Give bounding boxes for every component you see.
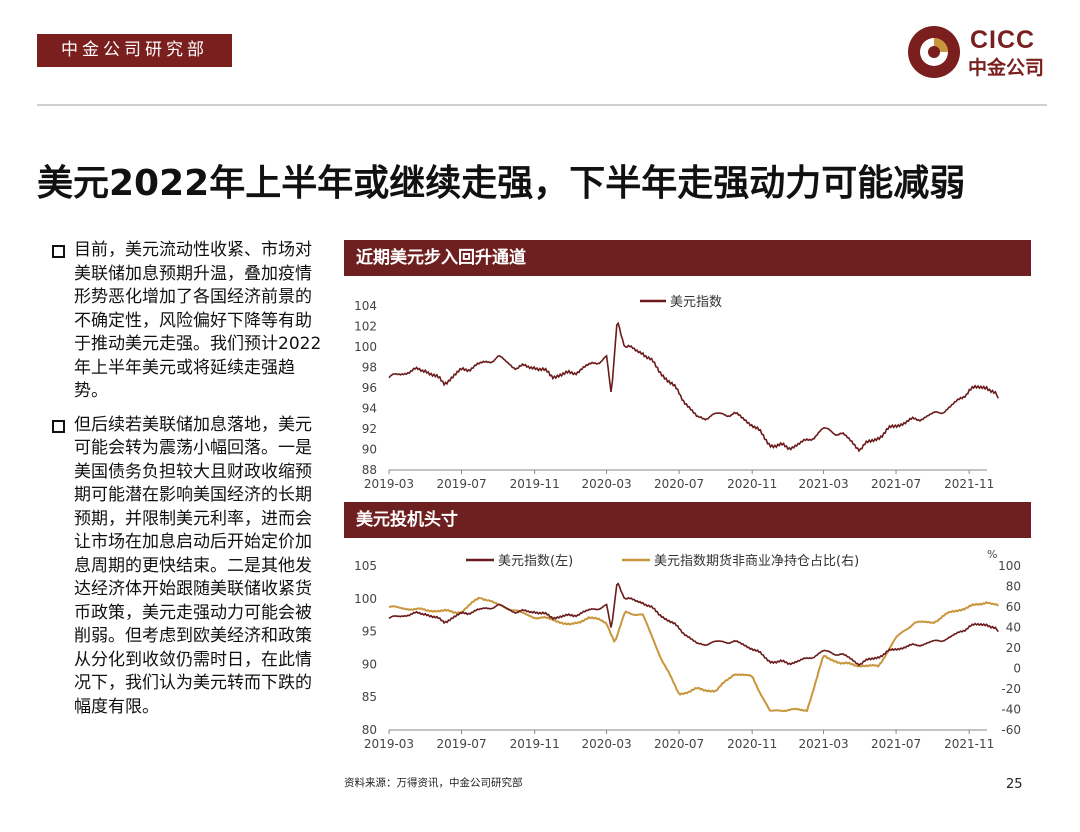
bullet-text: 目前，美元流动性收紧、市场对美联储加息预期升温，叠加疫情形势恶化增加了各国经济前…: [74, 240, 322, 401]
x-tick-label: 2019-07: [436, 737, 486, 751]
y-right-tick-label: -40: [1001, 703, 1021, 717]
x-tick-label: 2020-11: [727, 737, 777, 751]
x-tick-label: 2021-11: [944, 737, 994, 751]
x-tick-label: 2019-11: [510, 737, 560, 751]
header-divider: [37, 104, 1047, 106]
chart1-panel-title: 近期美元步入回升通道: [344, 240, 1031, 276]
x-tick-label: 2021-03: [798, 477, 848, 491]
y-tick-label: 88: [362, 463, 377, 477]
y-right-tick-label: -20: [1001, 682, 1021, 696]
y-right-tick-label: 20: [1006, 641, 1021, 655]
y-tick-label: 104: [354, 299, 377, 313]
x-tick-label: 2020-07: [654, 737, 704, 751]
bullet-list: 目前，美元流动性收紧、市场对美联储加息预期升温，叠加疫情形势恶化增加了各国经济前…: [52, 239, 322, 729]
dxy-series-line: [388, 582, 999, 667]
page-title: 美元2022年上半年或继续走强，下半年走强动力可能减弱: [37, 163, 966, 204]
dxy-series-line: [388, 321, 1000, 453]
y-right-tick-label: 100: [998, 559, 1021, 573]
legend-label-net-position: 美元指数期货非商业净持仓占比(右): [654, 553, 859, 569]
x-tick-label: 2020-03: [581, 477, 631, 491]
x-tick-label: 2021-07: [871, 477, 921, 491]
x-tick-label: 2020-11: [727, 477, 777, 491]
x-tick-label: 2021-03: [798, 737, 848, 751]
logo-chinese-text: 中金公司: [968, 57, 1045, 79]
y-left-tick-label: 100: [354, 592, 377, 606]
x-tick-label: 2019-07: [436, 477, 486, 491]
legend-label-dxy: 美元指数(左): [498, 554, 573, 569]
bullet-square-icon: [52, 419, 65, 433]
y-left-tick-label: 80: [362, 723, 377, 737]
bullet-text: 但后续若美联储加息落地，美元可能会转为震荡小幅回落。一是美国债务负担较大且财政收…: [74, 414, 312, 717]
x-tick-label: 2020-07: [654, 477, 704, 491]
x-tick-label: 2019-11: [510, 477, 560, 491]
legend-label-dxy: 美元指数: [670, 295, 722, 310]
y-tick-label: 102: [354, 320, 377, 334]
x-tick-label: 2019-03: [364, 477, 414, 491]
source-note: 资料来源：万得资讯，中金公司研究部: [344, 777, 523, 789]
y-tick-label: 94: [362, 402, 377, 416]
y-right-unit-label: %: [987, 548, 997, 561]
y-right-tick-label: 0: [1013, 662, 1021, 676]
bullet-item: 目前，美元流动性收紧、市场对美联储加息预期升温，叠加疫情形势恶化增加了各国经济前…: [52, 239, 322, 404]
x-tick-label: 2019-03: [364, 737, 414, 751]
cicc-logo: CICC 中金公司: [906, 24, 1056, 80]
page-number: 25: [1006, 777, 1023, 792]
net-position-series-line: [388, 596, 1000, 713]
y-left-tick-label: 85: [362, 690, 377, 704]
y-tick-label: 98: [362, 361, 377, 375]
y-tick-label: 90: [362, 443, 377, 457]
logo-text: CICC: [970, 26, 1036, 54]
y-right-tick-label: 40: [1006, 621, 1021, 635]
x-tick-label: 2021-11: [944, 477, 994, 491]
y-tick-label: 100: [354, 340, 377, 354]
y-tick-label: 92: [362, 422, 377, 436]
y-left-tick-label: 105: [354, 559, 377, 573]
speculative-position-chart: 80 85 90 95 100 105 -60 -40 -20 0 20 40 60 80 100% 2019…: [354, 548, 1021, 751]
y-right-tick-label: 60: [1006, 600, 1021, 614]
department-badge: 中金公司研究部: [37, 34, 232, 67]
bullet-item: 但后续若美联储加息落地，美元可能会转为震荡小幅回落。一是美国债务负担较大且财政收…: [52, 414, 322, 720]
dxy-line-chart: 88 90 92 94 96 98 100 102 104 2019-03 2019-07 2019-…: [354, 295, 1000, 491]
bullet-square-icon: [52, 245, 65, 258]
x-tick-label: 2021-07: [871, 737, 921, 751]
y-left-tick-label: 90: [362, 657, 377, 671]
y-right-tick-label: -60: [1001, 723, 1021, 737]
y-tick-label: 96: [362, 381, 377, 395]
cicc-logo-mark: [908, 26, 960, 78]
y-left-tick-label: 95: [362, 625, 377, 639]
y-right-tick-label: 80: [1006, 580, 1021, 594]
x-tick-label: 2020-03: [581, 737, 631, 751]
chart2-panel-title: 美元投机头寸: [344, 502, 1031, 538]
